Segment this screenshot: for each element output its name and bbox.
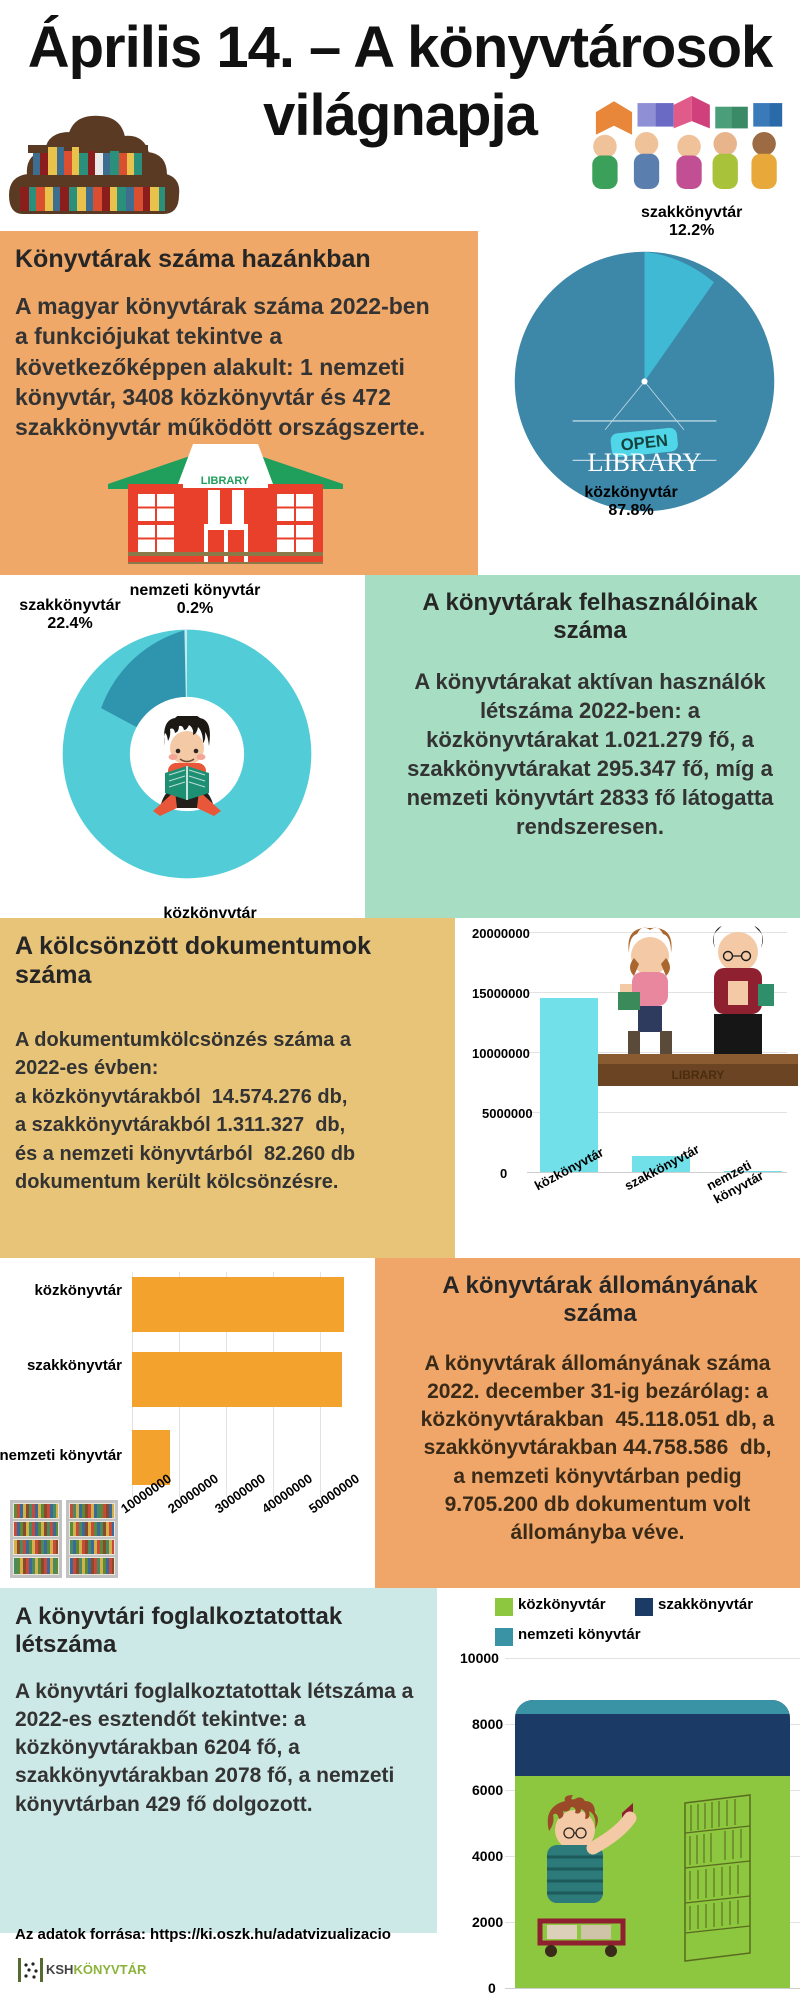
- svg-text:LIBRARY: LIBRARY: [201, 475, 250, 487]
- svg-text:KSHKÖNYVTÁR: KSHKÖNYVTÁR: [46, 1962, 147, 1977]
- svg-text:LIBRARY: LIBRARY: [588, 448, 702, 477]
- svg-text:LIBRARY: LIBRARY: [672, 1068, 725, 1082]
